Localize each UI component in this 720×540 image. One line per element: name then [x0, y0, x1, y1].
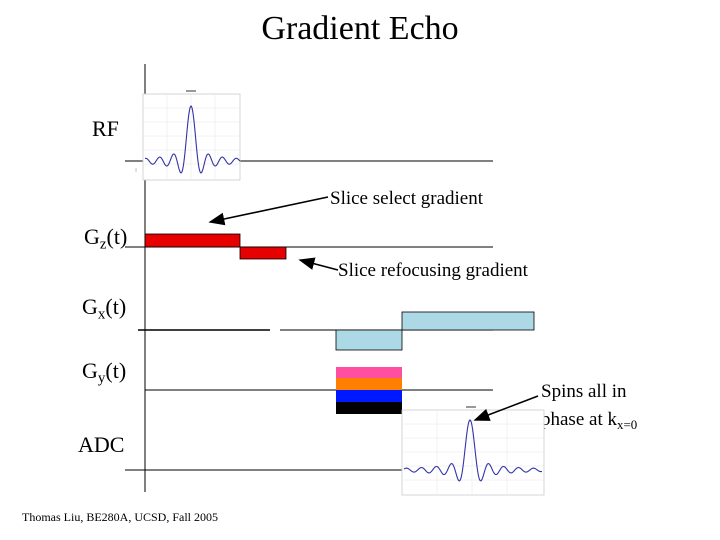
adc-echo-curve	[403, 419, 543, 482]
rf-sinc-curve	[144, 105, 241, 174]
gy-step-1	[336, 367, 402, 378]
gy-step-3	[336, 390, 402, 402]
rf-label: RF	[92, 116, 119, 141]
adc-echo-inset	[401, 406, 545, 496]
slice-refocus-arrow	[298, 257, 339, 271]
gx-readout-pulse	[401, 311, 535, 331]
gz-slice-select-pulse	[144, 233, 241, 248]
gx-dephase-pulse	[335, 329, 403, 351]
rf-waveform-inset	[135, 90, 241, 181]
page-title: Gradient Echo	[261, 10, 459, 47]
gx-label: Gx(t)	[82, 294, 127, 323]
spins-annotation: Spins all in phase at kx=0	[541, 381, 638, 432]
gz-label: Gz(t)	[84, 224, 128, 253]
slice-select-annotation: Slice select gradient	[330, 188, 483, 209]
footer-credit: Thomas Liu, BE280A, UCSD, Fall 2005	[22, 510, 219, 524]
gy-label: Gy(t)	[82, 358, 127, 387]
slice-select-arrow	[208, 196, 329, 226]
slice-refocus-annotation: Slice refocusing gradient	[338, 260, 528, 281]
spins-arrow	[473, 395, 539, 421]
gy-step-4	[336, 402, 402, 414]
gz-refocus-pulse	[239, 246, 287, 260]
gy-step-2	[336, 378, 402, 390]
adc-label: ADC	[78, 432, 125, 457]
